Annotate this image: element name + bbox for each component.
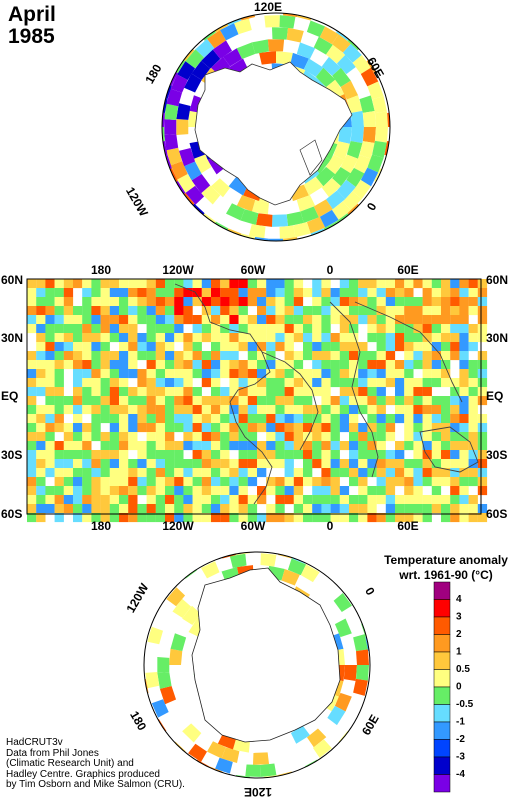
asia-coastline	[354, 301, 463, 403]
south-label-120e: 120E	[244, 785, 272, 799]
top-tick-label: 120W	[162, 263, 194, 277]
south-label-0: 0	[362, 585, 378, 598]
legend-subtitle: wrt. 1961-90 (°C)	[399, 568, 493, 582]
left-lat-label: 60N	[1, 273, 23, 287]
credit-line: (Climatic Research Unit) and	[6, 758, 134, 769]
left-lat-label: 30S	[1, 448, 22, 462]
africa-coastline	[329, 301, 379, 478]
north-label-120e: 120E	[254, 0, 282, 14]
bottom-tick-label: 180	[91, 519, 111, 533]
legend-swatch	[433, 704, 451, 723]
south-label-60e: 60E	[359, 712, 382, 737]
south-america-coast	[261, 351, 319, 451]
credit-line: by Tim Osborn and Mike Salmon (CRU).	[6, 779, 185, 790]
top-tick-label: 0	[327, 263, 334, 277]
bottom-tick-label: 0	[327, 519, 334, 533]
legend-swatch	[433, 616, 451, 635]
legend-label: 0.5	[456, 664, 470, 675]
legend-swatch	[433, 739, 451, 758]
bottom-tick-label: 60E	[397, 519, 418, 533]
legend-label: -1	[456, 717, 465, 728]
north-polar-map: 120E 60E 0 180 120W	[123, 0, 391, 242]
legend-label: 4	[456, 594, 462, 605]
legend-label: -2	[456, 734, 465, 745]
legend-label: 0	[456, 682, 462, 693]
title-year: 1985	[8, 25, 55, 48]
top-tick-label: 60E	[397, 263, 418, 277]
legend-swatch	[433, 669, 451, 688]
color-legend: 4 3 2 1 0.5 0 -0.5 -1 -2 -3 -4	[433, 581, 474, 793]
legend-title: Temperature anomaly	[384, 553, 508, 567]
top-tick-label: 180	[91, 263, 111, 277]
legend-label: -0.5	[456, 699, 474, 710]
legend-label: -3	[456, 752, 465, 763]
bottom-tick-label: 60W	[241, 519, 266, 533]
north-label-180: 180	[142, 62, 164, 87]
legend-swatch	[433, 634, 451, 653]
credit-line: Data from Phil Jones	[6, 747, 99, 759]
legend-swatch	[433, 686, 451, 705]
south-label-180: 180	[127, 709, 149, 734]
legend-swatch	[433, 599, 451, 618]
title-month: April	[8, 3, 56, 26]
legend-label: 1	[456, 647, 462, 658]
left-lat-label: 30N	[1, 331, 23, 345]
legend-label: 3	[456, 612, 462, 623]
americas-coastline	[174, 283, 273, 505]
left-lat-label: 60S	[1, 507, 22, 521]
australia-coastline	[419, 426, 479, 473]
credit-line: HadCRUT3v	[6, 737, 63, 748]
right-lat-label: 60N	[486, 273, 508, 287]
right-lat-label: EQ	[486, 389, 503, 403]
legend-label: 2	[456, 629, 462, 640]
legend-swatch	[433, 581, 451, 600]
legend-swatch	[433, 721, 451, 740]
top-tick-label: 60W	[241, 263, 266, 277]
antarctica-coastline	[191, 567, 341, 743]
legend-swatch	[433, 774, 451, 793]
north-label-120w: 120W	[123, 185, 151, 220]
south-polar-map: 120W 0 180 60E 120E	[124, 551, 382, 799]
right-lat-label: 30N	[486, 331, 508, 345]
legend-swatch	[433, 756, 451, 775]
north-label-0: 0	[364, 200, 380, 213]
credit-line: Hadley Centre. Graphics produced	[6, 768, 160, 780]
right-lat-label: 30S	[486, 448, 507, 462]
right-lat-label: 60S	[486, 507, 507, 521]
bottom-tick-label: 120W	[162, 519, 194, 533]
left-lat-label: EQ	[1, 389, 18, 403]
legend-label: -4	[456, 769, 465, 780]
legend-swatch	[433, 651, 451, 670]
global-map: 180 120W 60W 0 60E 180 120W 60W 0 60E 60N 60N 30N 30N…	[1, 263, 508, 533]
south-label-120w: 120W	[124, 580, 152, 615]
